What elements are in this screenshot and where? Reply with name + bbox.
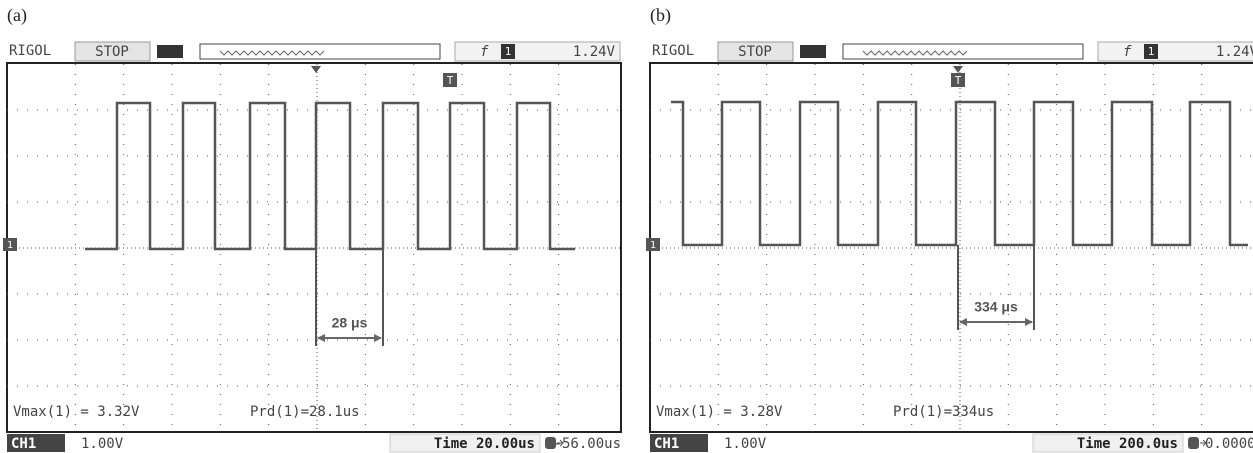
battery-icon	[157, 45, 183, 58]
measurement: Vmax(1) = 3.28V	[656, 404, 783, 420]
figure: (a) RIGOL STOP f 1 1.24V T 1 28 μs Vmax(1) = 3.32…	[0, 0, 1253, 453]
trigger-channel: 1	[505, 45, 512, 58]
trigger-channel: 1	[1148, 45, 1155, 58]
trigger-marker: T	[955, 74, 962, 87]
footer-scale: 1.00V	[724, 436, 767, 452]
brand: RIGOL	[652, 43, 694, 59]
measurement: Prd(1)=334us	[893, 404, 994, 420]
offset-icon	[1188, 437, 1199, 449]
annotation: 334 μs	[974, 299, 1018, 315]
trigger-slope: f	[480, 44, 489, 60]
footer-offset: -56.00us	[554, 436, 621, 452]
channel-marker: 1	[650, 240, 656, 251]
measurement: Vmax(1) = 3.32V	[13, 404, 140, 420]
footer-timebase: Time 200.0us	[1077, 436, 1178, 452]
footer-timebase: Time 20.00us	[434, 436, 535, 452]
battery-icon	[800, 45, 826, 58]
footer-channel: CH1	[11, 436, 36, 452]
panel-label: (b)	[650, 5, 671, 26]
brand: RIGOL	[9, 43, 51, 59]
trigger-level: 1.24V	[1216, 44, 1253, 60]
footer-channel: CH1	[654, 436, 679, 452]
panel-label: (a)	[7, 5, 27, 26]
status: STOP	[738, 44, 772, 60]
measurement: Prd(1)=28.1us	[250, 404, 360, 420]
trigger-marker: T	[447, 74, 454, 87]
trigger-slope: f	[1123, 44, 1132, 60]
annotation: 28 μs	[332, 315, 368, 331]
channel-marker: 1	[7, 240, 13, 251]
trigger-level: 1.24V	[573, 44, 616, 60]
footer-scale: 1.00V	[81, 436, 124, 452]
footer-offset: 0.0000s	[1205, 436, 1253, 452]
status: STOP	[95, 44, 129, 60]
